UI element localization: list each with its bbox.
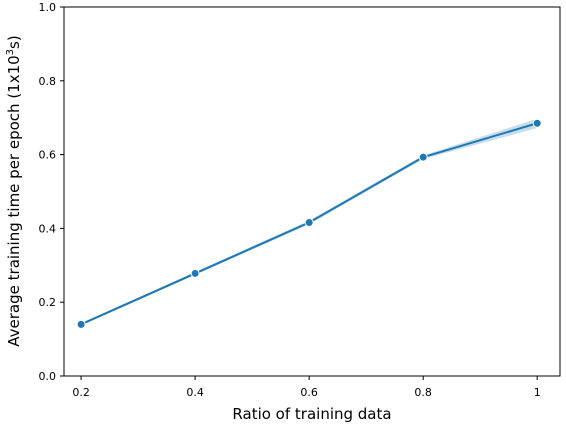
y-tick-label: 0.8 xyxy=(39,75,57,88)
y-tick-label: 1.0 xyxy=(39,1,57,14)
x-tick-label: 0.6 xyxy=(300,386,318,399)
data-point xyxy=(190,268,200,278)
data-point xyxy=(532,118,542,128)
x-tick-label: 0.8 xyxy=(414,386,432,399)
y-axis-label-exponent: 3 xyxy=(5,49,16,55)
data-point xyxy=(76,319,86,329)
plot-area xyxy=(63,6,561,377)
x-axis-label: Ratio of training data xyxy=(232,405,391,423)
data-point xyxy=(418,152,428,162)
series-points-layer xyxy=(76,118,542,329)
y-tick-label: 0.6 xyxy=(39,149,57,162)
x-tick-label: 1 xyxy=(534,386,541,399)
y-axis-label-unit: s) xyxy=(5,35,23,49)
plot-frame xyxy=(63,6,561,377)
y-tick-label: 0.4 xyxy=(39,222,57,235)
data-point xyxy=(304,217,314,227)
ticks-layer: 0.2 0.4 0.6 0.8 1 0.0 0.2 0.4 0.6 0.8 1.0 xyxy=(39,1,541,399)
y-axis-label-main: Average training time per epoch (1x10 xyxy=(5,55,23,346)
x-tick-label: 0.2 xyxy=(72,386,90,399)
y-tick-label: 0.2 xyxy=(39,296,57,309)
y-axis-label: Average training time per epoch (1x103s) xyxy=(5,35,23,346)
x-tick-label: 0.4 xyxy=(186,386,204,399)
y-tick-label: 0.0 xyxy=(39,370,57,383)
